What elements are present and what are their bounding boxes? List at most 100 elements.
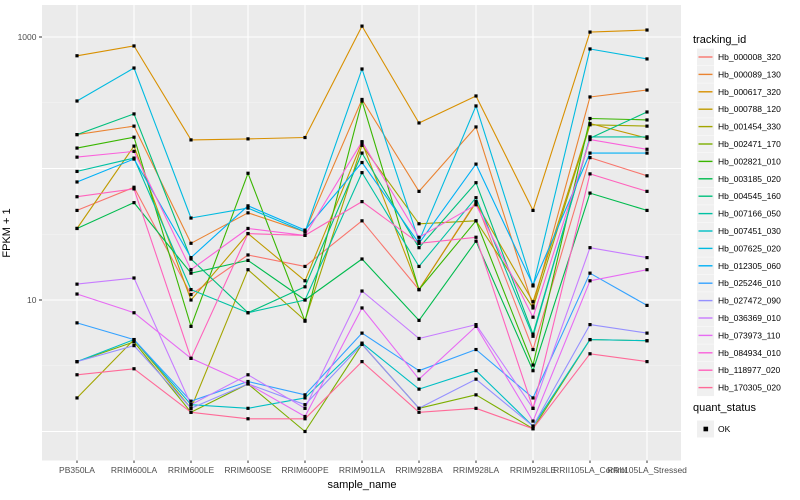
data-point [474, 393, 478, 397]
legend-entry-label: Hb_001454_330 [718, 122, 781, 132]
data-point [474, 406, 478, 410]
data-point [474, 324, 478, 328]
x-tick-label: RRIM928LE [510, 465, 557, 475]
data-point [303, 406, 307, 410]
data-point [417, 241, 421, 245]
data-point [75, 321, 79, 325]
data-point [588, 30, 592, 34]
data-point [132, 112, 136, 116]
legend-entry-label: Hb_000008_320 [718, 52, 781, 62]
legend-entry-label: Hb_002821_010 [718, 156, 781, 166]
data-point [645, 147, 649, 151]
data-point [360, 24, 364, 28]
x-tick-label: RRIM928LA [453, 465, 500, 475]
data-point [189, 410, 193, 414]
data-point [360, 140, 364, 144]
legend-entry-label: Hb_012305_060 [718, 261, 781, 271]
data-point [588, 95, 592, 99]
data-point [246, 406, 250, 410]
data-point [246, 206, 250, 210]
data-point [645, 118, 649, 122]
legend-entry-label: Hb_007451_030 [718, 226, 781, 236]
y-axis-title: FPKM + 1 [1, 208, 13, 258]
data-point [474, 219, 478, 223]
data-point [132, 135, 136, 139]
data-point [417, 318, 421, 322]
data-point [645, 28, 649, 32]
data-point [645, 88, 649, 92]
data-point [246, 311, 250, 315]
data-point [303, 429, 307, 434]
data-point [189, 406, 193, 410]
data-point [588, 246, 592, 250]
data-point [645, 57, 649, 61]
quant-status-label: OK [718, 424, 731, 434]
data-point [360, 219, 364, 223]
data-point [132, 311, 136, 315]
legend-entry-label: Hb_000089_130 [718, 69, 781, 79]
data-point [189, 356, 193, 360]
data-point [246, 171, 250, 175]
data-point [189, 399, 193, 403]
data-point [645, 360, 649, 364]
data-point [75, 373, 79, 377]
data-point [189, 256, 193, 260]
data-point [474, 369, 478, 373]
data-point [246, 258, 250, 263]
legend-entry-label: Hb_084934_010 [718, 348, 781, 358]
legend-entry-label: Hb_073973_110 [718, 330, 781, 340]
data-point [75, 208, 79, 213]
data-point [417, 246, 421, 250]
data-point [417, 387, 421, 391]
data-point [645, 189, 649, 193]
data-point [645, 303, 649, 307]
data-point [360, 151, 364, 155]
data-point [303, 417, 307, 421]
data-point [360, 342, 364, 346]
x-tick-label: PB350LA [59, 465, 95, 475]
data-point [588, 271, 592, 275]
data-point [303, 285, 307, 289]
data-point [75, 195, 79, 199]
data-point [588, 337, 592, 342]
x-tick-label: RRIM600SE [224, 465, 272, 475]
data-point [531, 396, 535, 400]
data-point [189, 138, 193, 142]
data-point [645, 151, 649, 155]
data-point [531, 369, 535, 373]
data-point [132, 340, 136, 344]
data-point [189, 403, 193, 407]
data-point [531, 283, 535, 287]
legend-entry-label: Hb_000788_120 [718, 104, 781, 114]
data-point [531, 406, 535, 410]
legend-entry-label: Hb_002471_170 [718, 139, 781, 149]
data-point [246, 137, 250, 141]
y-tick-label: 10 [27, 295, 37, 305]
legend-entry-label: Hb_027472_090 [718, 296, 781, 306]
data-point [588, 151, 592, 155]
data-point [531, 304, 535, 308]
x-tick-label: RRIM600PE [281, 465, 329, 475]
data-point [588, 172, 592, 176]
data-point [474, 203, 478, 207]
data-point [303, 393, 307, 397]
data-point [474, 196, 478, 200]
data-point [645, 331, 649, 335]
data-point [75, 226, 79, 231]
data-point [531, 419, 535, 423]
data-point [246, 379, 250, 384]
data-point [132, 157, 136, 161]
data-point [303, 298, 307, 302]
data-point [474, 377, 478, 381]
data-point [132, 367, 136, 371]
data-point [645, 110, 649, 114]
x-tick-label: RRII105LA_Control [553, 465, 627, 475]
x-tick-label: RRIM600LE [168, 465, 215, 475]
data-point [417, 369, 421, 373]
data-point [360, 257, 364, 261]
data-point [417, 336, 421, 341]
legend-entry-label: Hb_025246_010 [718, 278, 781, 288]
data-point [303, 396, 307, 400]
data-point [189, 268, 193, 272]
